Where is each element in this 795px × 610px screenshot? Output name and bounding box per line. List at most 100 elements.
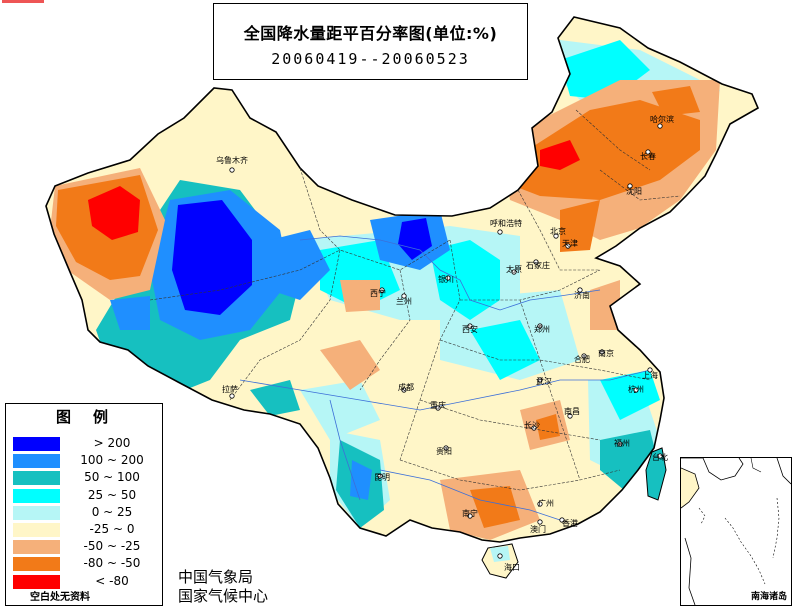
city-shijiazhuang: 石家庄 bbox=[526, 259, 550, 270]
city-hongkong: 香港 bbox=[559, 517, 578, 528]
city-guangzhou: 广州 bbox=[537, 498, 554, 508]
city-label: 呼和浩特 bbox=[490, 218, 522, 228]
legend-swatch bbox=[13, 437, 60, 451]
legend-item: 50 ~ 100 bbox=[13, 470, 161, 486]
legend-swatch bbox=[13, 471, 60, 486]
date-range: 20060419--20060523 bbox=[271, 50, 470, 68]
legend-item: -50 ~ -25 bbox=[13, 539, 161, 555]
legend-note: 空白处无资料 bbox=[30, 592, 90, 603]
city-jinan: 济南 bbox=[574, 287, 590, 300]
legend-swatch bbox=[13, 574, 60, 589]
legend-swatch bbox=[13, 557, 60, 572]
city-label: 昆明 bbox=[374, 473, 390, 482]
province-borders bbox=[149, 109, 681, 491]
national-border bbox=[45, 16, 760, 543]
city-label: 兰州 bbox=[396, 296, 412, 306]
title-box: 全国降水量距平百分率图(单位:%) 20060419--20060523 bbox=[213, 3, 528, 80]
rivers bbox=[239, 235, 651, 521]
legend-label: -25 ~ 0 bbox=[89, 522, 135, 536]
city-label: 西宁 bbox=[370, 288, 386, 298]
city-label: 西安 bbox=[462, 324, 478, 334]
city-urumqi: 乌鲁木齐 bbox=[216, 155, 248, 173]
credit-ncc: 国家气候中心 bbox=[178, 587, 269, 605]
legend-label: -50 ~ -25 bbox=[83, 539, 141, 554]
legend-label: < -80 bbox=[95, 573, 129, 588]
city-label: 哈尔滨 bbox=[650, 114, 674, 124]
city-shanghai: 上海 bbox=[642, 367, 658, 380]
legend-label: -80 ~ -50 bbox=[83, 556, 141, 571]
legend-swatch bbox=[13, 454, 60, 469]
city-label: 贵阳 bbox=[436, 446, 452, 456]
city-taiyuan: 太原 bbox=[506, 264, 522, 275]
legend: 图例 > 200 100 ~ 200 50 ~ 100 25 ~ 50 0 ~ 25 -2… bbox=[5, 403, 163, 606]
legend-label: 50 ~ 100 bbox=[84, 470, 140, 485]
city-wuhan: 武汉 bbox=[536, 376, 552, 386]
city-label: 合肥 bbox=[574, 354, 590, 364]
city-label: 台北 bbox=[652, 452, 668, 462]
city-changchun: 长春 bbox=[640, 149, 656, 161]
south-china-sea-inset: 南海诸岛 bbox=[680, 457, 792, 606]
city-xian: 西安 bbox=[462, 323, 478, 334]
city-lhasa: 拉萨 bbox=[222, 384, 238, 399]
city-nanning: 南宁 bbox=[462, 508, 478, 519]
legend-label: 0 ~ 25 bbox=[91, 504, 133, 519]
city-label: 沈阳 bbox=[626, 186, 642, 196]
city-label: 石家庄 bbox=[526, 260, 550, 270]
legend-item: 25 ~ 50 bbox=[13, 488, 161, 503]
city-hefei: 合肥 bbox=[574, 353, 590, 364]
city-nanchang: 南昌 bbox=[564, 406, 580, 419]
city-label: 银川 bbox=[438, 274, 454, 284]
legend-swatch bbox=[13, 488, 60, 503]
city-guiyang: 贵阳 bbox=[436, 445, 452, 456]
legend-label: > 200 bbox=[93, 436, 131, 450]
map-title: 全国降水量距平百分率图(单位:%) bbox=[243, 24, 498, 43]
city-label: 广州 bbox=[538, 498, 554, 508]
city-label: 天津 bbox=[562, 238, 578, 248]
zone-lt-80 bbox=[88, 140, 580, 240]
inset-map bbox=[680, 457, 792, 606]
city-label: 长沙 bbox=[524, 420, 540, 430]
city-label: 上海 bbox=[642, 370, 658, 380]
city-nanjing: 南京 bbox=[598, 348, 614, 358]
city-macau: 澳门 bbox=[530, 519, 546, 534]
corner-mark bbox=[2, 0, 44, 3]
inset-label: 南海诸岛 bbox=[750, 592, 787, 602]
city-hangzhou: 杭州 bbox=[628, 384, 644, 394]
city-chongqing: 重庆 bbox=[430, 400, 446, 411]
city-label: 乌鲁木齐 bbox=[216, 155, 248, 165]
legend-item: -25 ~ 0 bbox=[13, 522, 161, 537]
legend-swatch bbox=[13, 505, 60, 520]
city-label: 太原 bbox=[506, 264, 522, 274]
city-label: 南昌 bbox=[564, 406, 580, 416]
legend-swatch bbox=[13, 540, 60, 555]
city-label: 香港 bbox=[562, 518, 578, 528]
city-hohhot: 呼和浩特 bbox=[490, 218, 522, 235]
legend-item: > 200 bbox=[13, 436, 161, 451]
zone-gt-200 bbox=[172, 200, 432, 315]
city-label: 杭州 bbox=[628, 384, 644, 394]
city-xining: 西宁 bbox=[370, 287, 386, 298]
city-label: 南京 bbox=[598, 348, 614, 358]
city-lanzhou: 兰州 bbox=[396, 293, 412, 306]
city-changsha: 长沙 bbox=[524, 420, 540, 431]
legend-label: 100 ~ 200 bbox=[80, 453, 144, 468]
city-label: 福州 bbox=[614, 439, 630, 448]
city-taipei: 台北 bbox=[652, 452, 668, 462]
city-label: 南宁 bbox=[462, 508, 478, 518]
city-label: 海口 bbox=[504, 562, 520, 572]
legend-item: 0 ~ 25 bbox=[13, 504, 161, 520]
city-kunming: 昆明 bbox=[374, 473, 390, 482]
credit-cma: 中国气象局 bbox=[178, 568, 254, 586]
city-fuzhou: 福州 bbox=[614, 439, 630, 448]
city-chengdu: 成都 bbox=[398, 382, 414, 393]
legend-item: < -80 bbox=[13, 573, 161, 589]
city-label: 郑州 bbox=[534, 324, 550, 334]
city-label: 澳门 bbox=[530, 524, 546, 534]
city-label: 北京 bbox=[550, 226, 566, 236]
city-label: 成都 bbox=[398, 382, 414, 392]
taiwan-island bbox=[645, 447, 667, 501]
city-label: 长春 bbox=[640, 151, 656, 161]
city-label: 重庆 bbox=[430, 400, 446, 410]
city-yinchuan: 银川 bbox=[438, 274, 454, 284]
